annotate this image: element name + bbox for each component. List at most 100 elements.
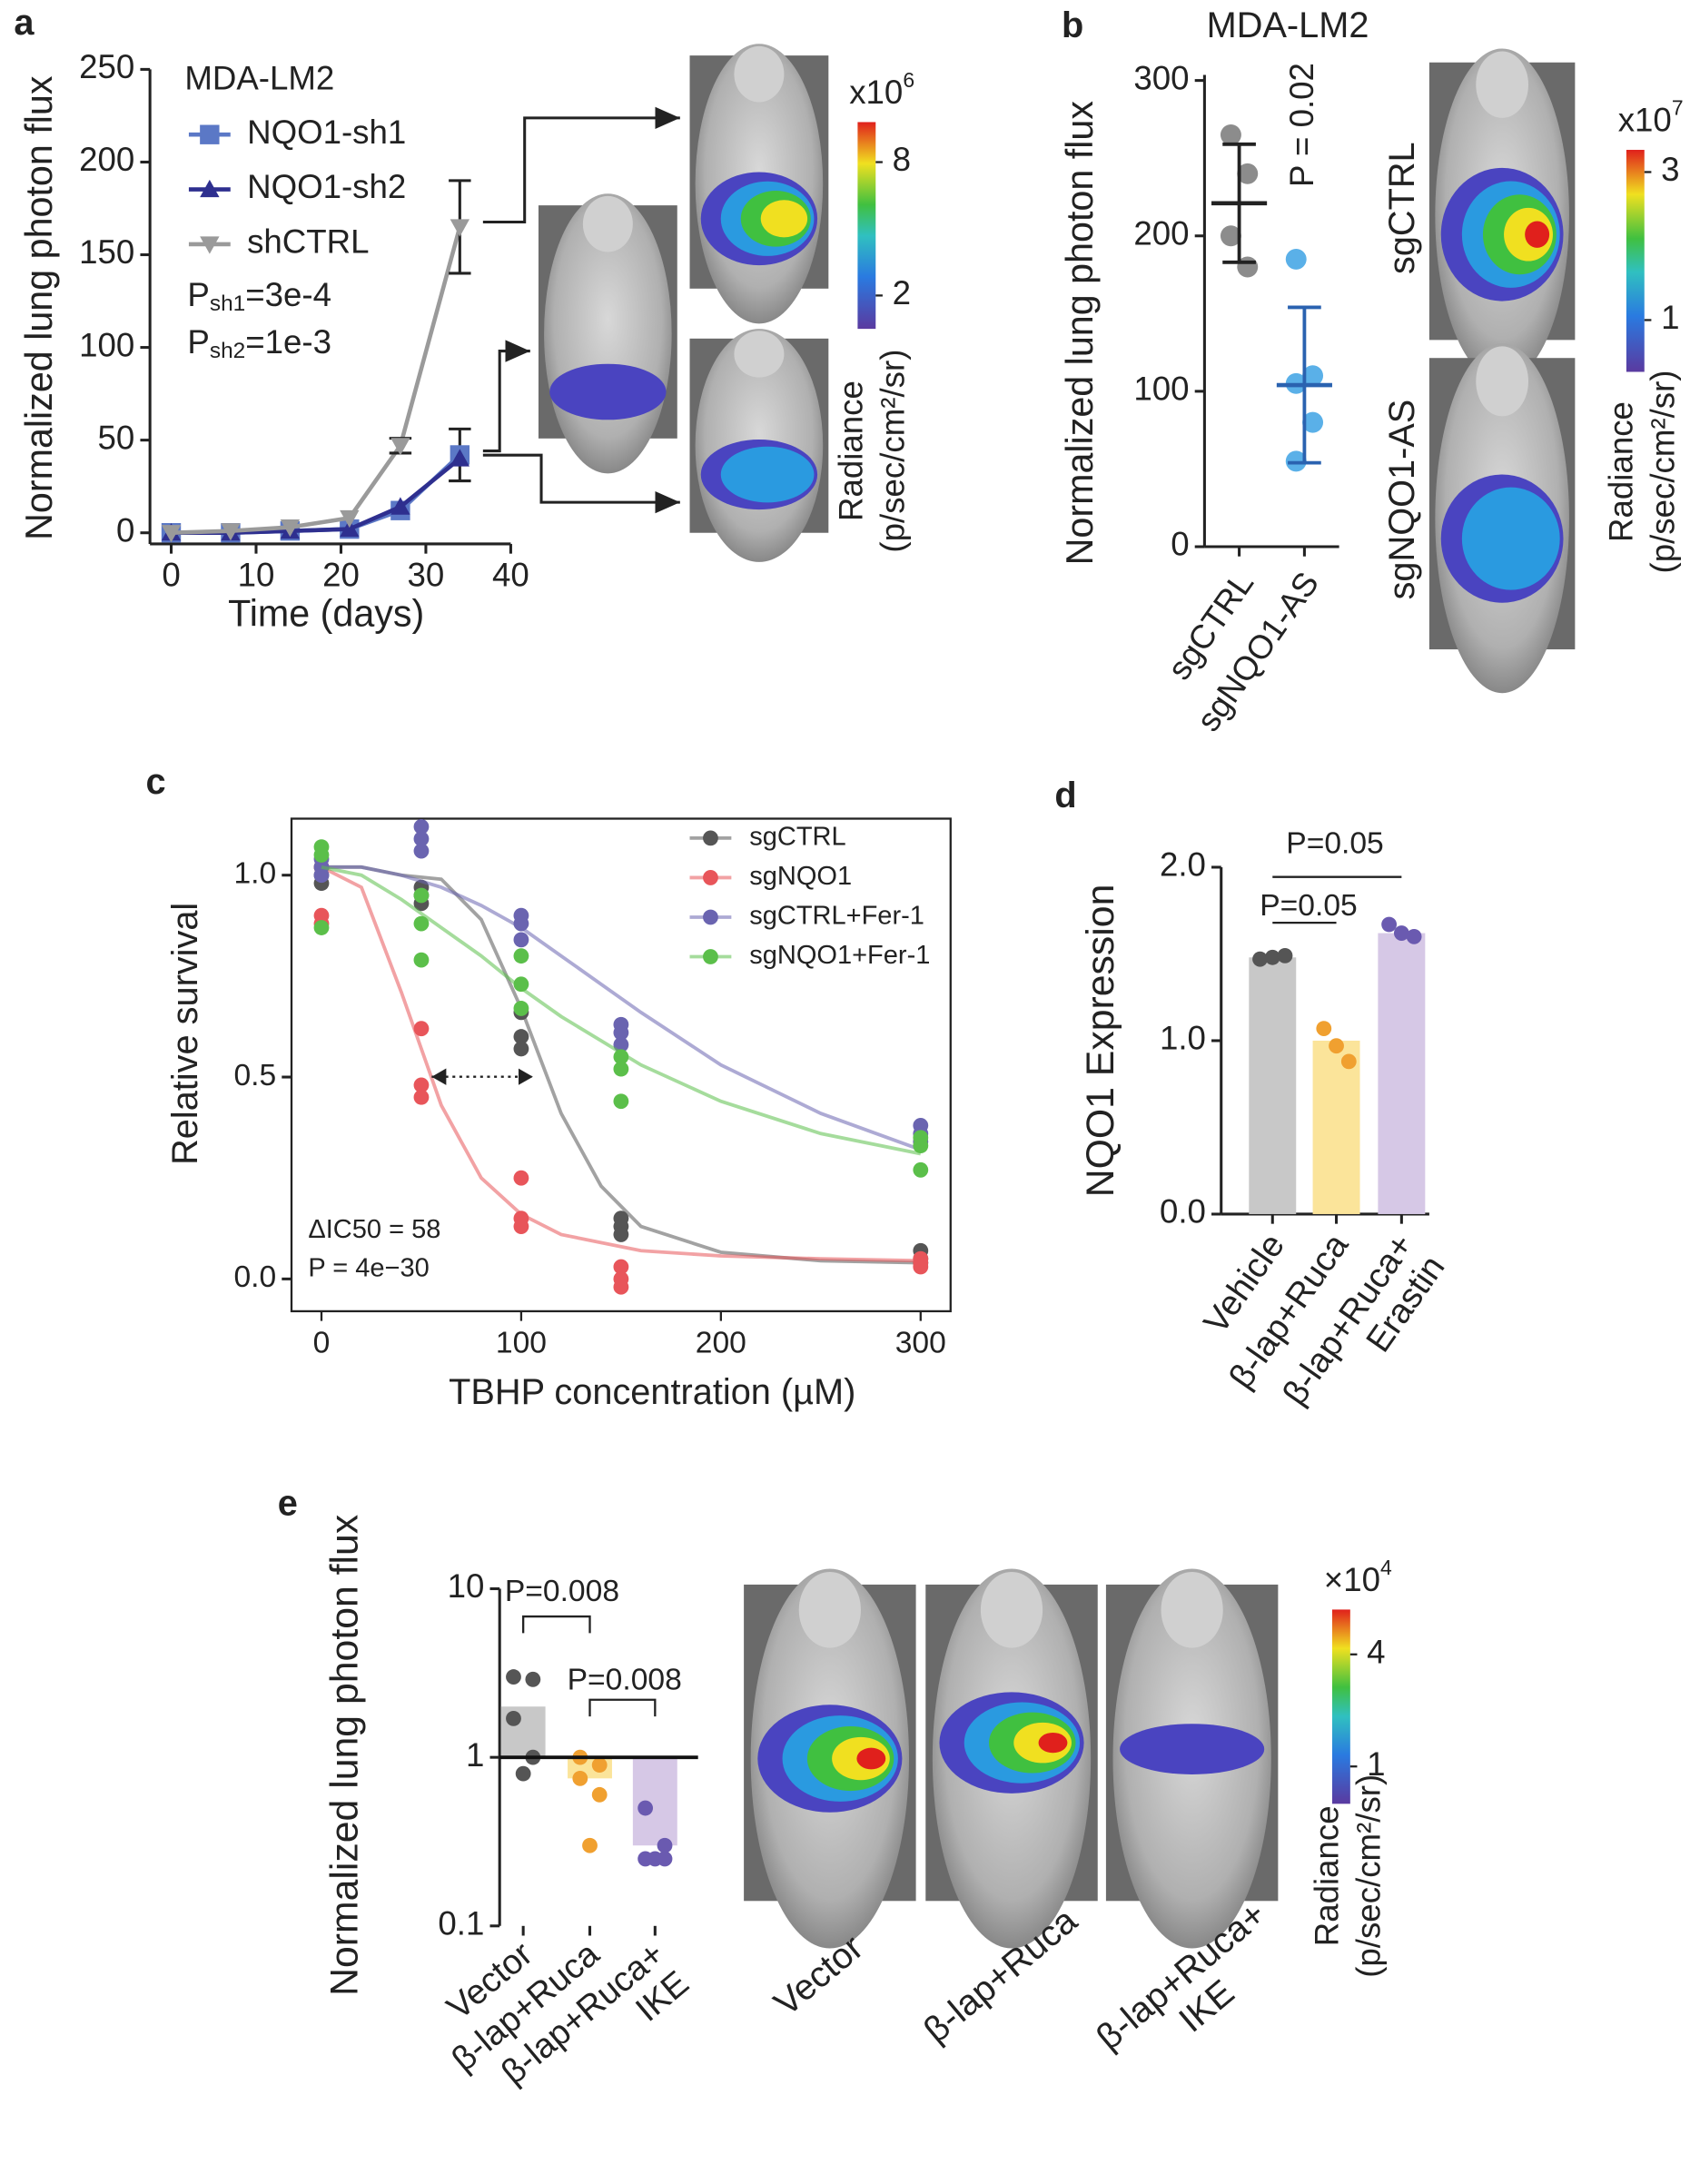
y-tick-label: 50	[98, 419, 135, 456]
arrow	[482, 340, 530, 453]
data-point	[340, 509, 360, 529]
y-tick-label: 0.0	[1160, 1193, 1206, 1230]
bar	[1378, 933, 1426, 1214]
colorbar-label: Radiance	[1309, 1805, 1346, 1946]
data-point	[613, 1061, 629, 1077]
data-point	[506, 1710, 521, 1726]
legend-label: sgNQO1+Fer-1	[749, 941, 930, 970]
arrow	[482, 453, 680, 514]
data-point	[413, 843, 430, 859]
data-point	[390, 497, 410, 515]
x-axis-label: TBHP concentration (µM)	[449, 1372, 855, 1412]
y-tick-label: 0.5	[233, 1059, 276, 1092]
fit-curve	[321, 865, 922, 1151]
panel-label: c	[146, 762, 166, 802]
mouse-head	[734, 331, 785, 378]
mouse-head	[980, 1571, 1043, 1648]
x-tick-label: 30	[408, 556, 445, 593]
data-point	[1316, 1021, 1332, 1036]
p-value-sub: sh1	[210, 292, 245, 317]
colorbar-label: (p/sec/cm²/sr)	[1349, 1774, 1387, 1978]
panel-label: b	[1062, 5, 1083, 45]
mouse-head	[582, 195, 633, 252]
y-tick-label: 1	[466, 1736, 484, 1774]
legend-marker	[200, 124, 220, 144]
plot-frame	[290, 817, 952, 1313]
data-point	[1277, 947, 1293, 964]
data-point	[413, 831, 430, 847]
data-point	[657, 1837, 673, 1853]
colorbar-title: x106	[849, 68, 914, 110]
data-point	[591, 1786, 608, 1803]
y-axis-label: Normalized lung photon flux	[1059, 101, 1101, 566]
mouse-head	[1161, 1571, 1223, 1648]
arrow	[482, 106, 680, 224]
x-tick-label: 0	[162, 556, 180, 593]
legend-label: shCTRL	[247, 223, 369, 261]
data-point	[1393, 925, 1409, 941]
data-point	[1220, 124, 1241, 145]
legend-title: MDA-LM2	[184, 59, 334, 96]
colorbar-label: Radiance	[1603, 401, 1640, 542]
p-value-sub: sh2	[210, 340, 245, 364]
image-label: sgCTRL	[1382, 142, 1422, 274]
bar	[1249, 957, 1297, 1214]
data-point	[1340, 1053, 1357, 1070]
y-tick-label: 250	[79, 48, 134, 85]
data-point	[513, 932, 529, 948]
data-point	[1302, 411, 1324, 433]
data-point	[413, 915, 430, 932]
data-point	[613, 1227, 629, 1242]
y-tick-label: 0.0	[233, 1260, 276, 1294]
colorbar-label: (p/sec/cm²/sr)	[1644, 370, 1681, 573]
data-point	[513, 1219, 529, 1234]
panel-label: e	[278, 1483, 298, 1523]
data-point	[613, 1049, 629, 1065]
heat-signal	[549, 363, 667, 420]
colorbar-tick-label: 4	[1367, 1633, 1385, 1670]
bar	[632, 1757, 677, 1846]
x-tick-label: 10	[238, 556, 275, 593]
mouse-head	[1476, 346, 1529, 417]
heat-signal	[1525, 221, 1550, 248]
x-tick-label: 300	[895, 1326, 946, 1359]
fit-curve	[321, 865, 921, 1263]
y-tick-label: 200	[1133, 214, 1189, 252]
data-point	[572, 1770, 588, 1786]
x-axis-label: Time (days)	[228, 592, 424, 634]
data-point	[1381, 916, 1398, 933]
heat-signal	[760, 200, 808, 238]
colorbar-title-base: ×10	[1324, 1561, 1380, 1598]
bar	[1312, 1040, 1360, 1214]
heat-signal	[856, 1747, 886, 1770]
data-point	[450, 449, 470, 467]
y-tick-label: 100	[79, 326, 134, 363]
data-point	[1237, 163, 1259, 184]
data-point	[1252, 951, 1268, 967]
colorbar-tick-label: 1	[1367, 1745, 1385, 1783]
data-point	[313, 847, 330, 863]
data-point	[506, 1669, 521, 1685]
data-point	[513, 915, 529, 932]
data-point	[613, 1024, 629, 1041]
heat-signal	[1120, 1724, 1265, 1774]
colorbar-title: x107	[1618, 96, 1684, 138]
mouse-head	[734, 45, 785, 103]
legend-marker	[703, 909, 718, 925]
p-value-main: P	[187, 323, 209, 361]
mouse-head	[1476, 51, 1529, 118]
x-tick-label: 200	[696, 1326, 746, 1359]
y-tick-label: 100	[1133, 371, 1189, 408]
y-axis-label: Normalized lung photon flux	[18, 75, 60, 540]
colorbar-tick-label: 8	[893, 141, 911, 178]
data-point	[513, 1029, 529, 1044]
p-value: Psh2=1e-3	[187, 323, 331, 364]
data-point	[647, 1851, 663, 1867]
y-tick-label: 0	[1171, 526, 1189, 563]
data-point	[913, 1138, 929, 1154]
y-axis-label: Relative survival	[165, 903, 205, 1165]
data-point	[525, 1671, 541, 1687]
y-tick-label: 0	[116, 511, 134, 548]
y-tick-label: 300	[1133, 59, 1189, 96]
annotation: ΔIC50 = 58	[308, 1215, 440, 1244]
